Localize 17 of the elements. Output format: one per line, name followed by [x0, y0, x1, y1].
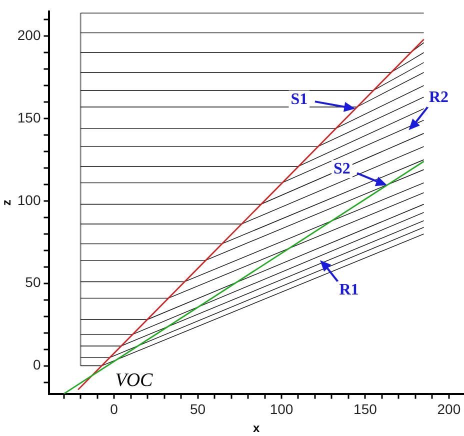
- annotation: S2: [334, 160, 350, 178]
- annotation: S1: [290, 90, 308, 108]
- y-tick-label: 0: [32, 356, 41, 373]
- x-tick-label: 100: [270, 401, 294, 418]
- y-axis-title: z: [0, 200, 14, 206]
- y-tick-label: 200: [17, 26, 41, 43]
- x-tick-label: 50: [190, 401, 206, 418]
- y-tick-label: 150: [17, 109, 41, 126]
- x-axis-title: x: [253, 421, 260, 436]
- x-tick-label: 200: [437, 401, 461, 418]
- y-tick-label: 50: [25, 274, 41, 290]
- y-tick-label: 100: [17, 192, 41, 208]
- annotation: VOC: [115, 370, 154, 391]
- annotation: R1: [339, 281, 359, 298]
- annotation: R2: [428, 89, 449, 106]
- x-tick-label: 0: [110, 401, 118, 418]
- x-tick-label: 150: [354, 401, 378, 418]
